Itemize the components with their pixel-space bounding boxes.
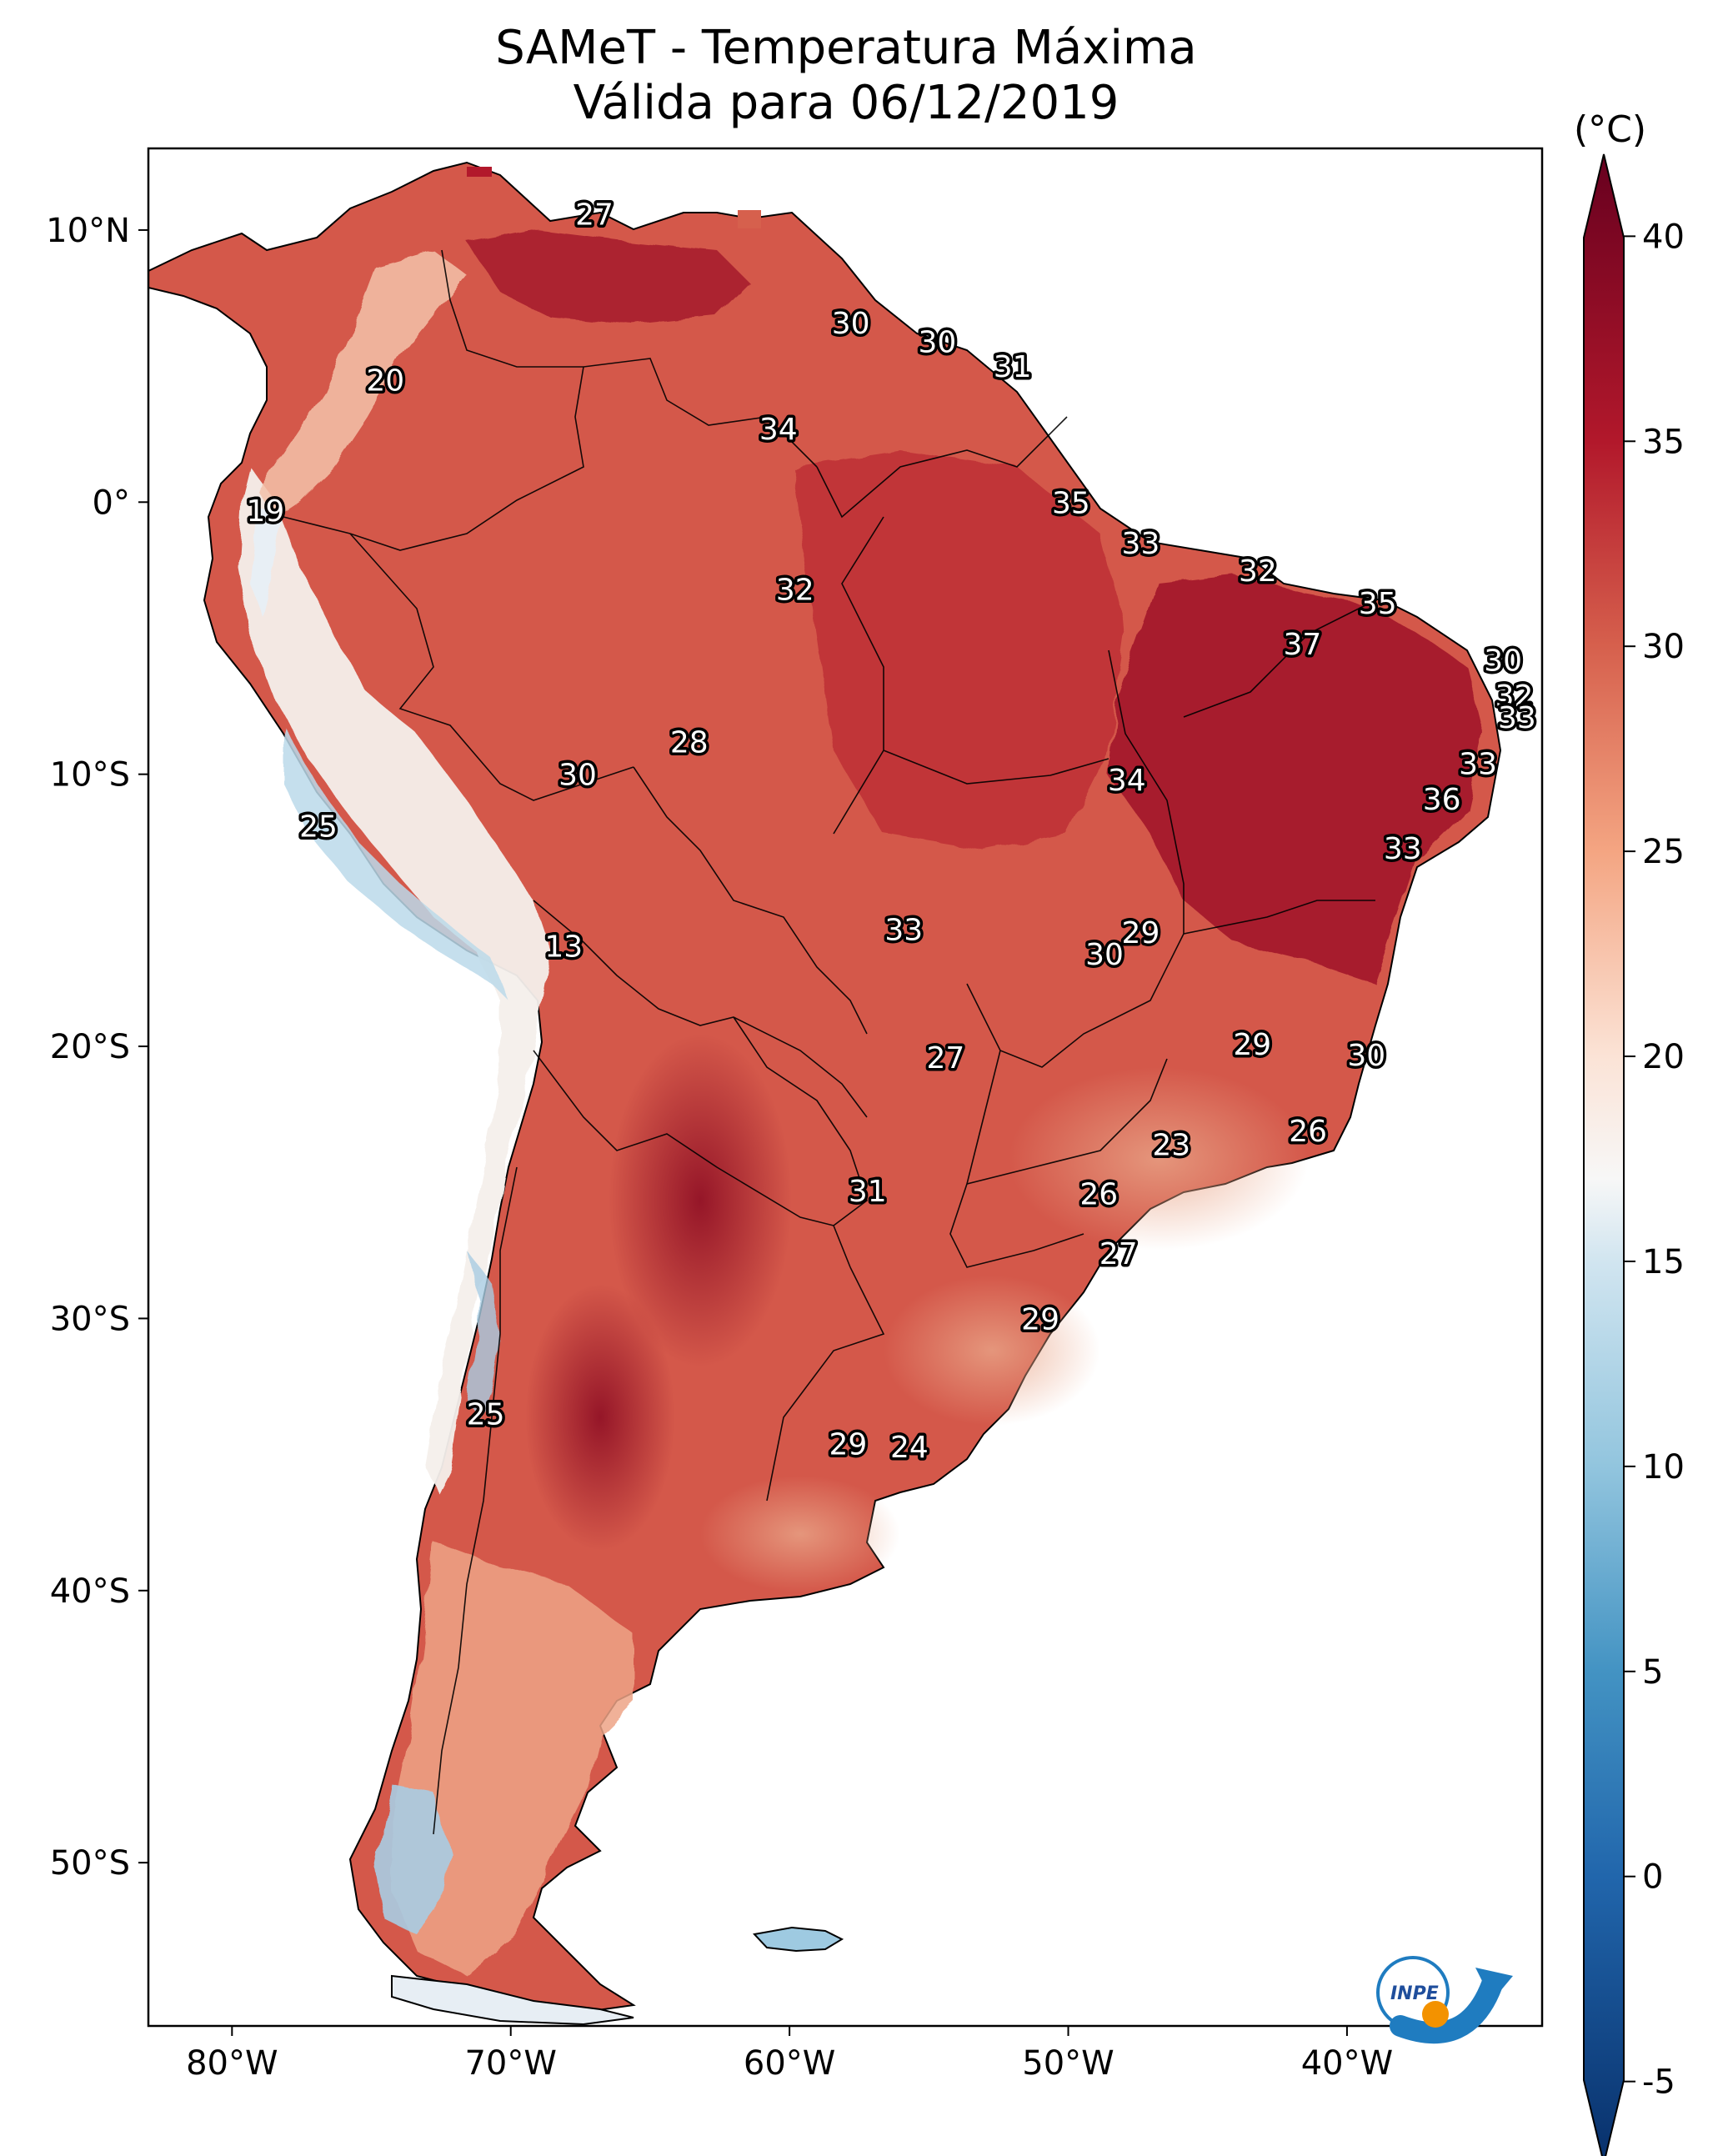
lat-tick-label: 10°S bbox=[50, 756, 130, 795]
temperature-label: 28 bbox=[670, 726, 709, 760]
temperature-label: 27 bbox=[575, 198, 614, 232]
temperature-label: 33 bbox=[1122, 527, 1160, 561]
hot-region-chaco bbox=[609, 1034, 792, 1367]
temperature-label: 30 bbox=[1347, 1039, 1385, 1073]
cool-region-patagonia bbox=[392, 1542, 634, 1976]
temperature-label: 32 bbox=[1495, 679, 1534, 714]
temperature-label: 35 bbox=[1052, 486, 1090, 520]
temperature-label: 23 bbox=[1152, 1129, 1190, 1163]
cool-region-south bbox=[884, 1276, 1100, 1426]
colorbar-tick-label: 15 bbox=[1642, 1243, 1685, 1281]
colorbar-ticks: -5 0 5 10 15 20 25 30 35 40 bbox=[1624, 218, 1685, 2102]
temperature-label: 30 bbox=[1484, 644, 1522, 679]
temperature-label: 35 bbox=[1359, 587, 1397, 621]
lat-tick-label: 30°S bbox=[50, 1300, 130, 1338]
lon-tick-label: 60°W bbox=[744, 2044, 835, 2083]
temperature-label: 33 bbox=[1459, 748, 1497, 782]
tierra-del-fuego bbox=[391, 1974, 634, 2026]
inpe-logo-text: INPE bbox=[1390, 1983, 1439, 2004]
temperature-label: 34 bbox=[1108, 764, 1146, 798]
lat-tick-label: 10°N bbox=[46, 212, 130, 250]
hot-region-northeast bbox=[1109, 575, 1484, 984]
map-area bbox=[148, 161, 1502, 2026]
temperature-label: 30 bbox=[1085, 938, 1124, 972]
colorbar-tick-label: 35 bbox=[1642, 423, 1685, 461]
colorbar-tick-label: 25 bbox=[1642, 833, 1685, 871]
temperature-label: 37 bbox=[1284, 628, 1322, 662]
trinidad bbox=[738, 210, 761, 228]
colombia-andes-cool bbox=[258, 250, 467, 517]
temperature-label: 32 bbox=[776, 574, 814, 608]
temperature-label: 33 bbox=[1384, 832, 1422, 866]
patagonia-ice bbox=[375, 1784, 450, 1934]
lon-tick-label: 40°W bbox=[1301, 2044, 1393, 2083]
temperature-label: 27 bbox=[1099, 1237, 1138, 1271]
falkland-islands bbox=[753, 1926, 844, 1953]
map-frame bbox=[147, 147, 1544, 2028]
lat-tick-label: 0° bbox=[93, 484, 130, 522]
colorbar-tick-label: 0 bbox=[1642, 1858, 1663, 1897]
map-title: SAMeT - Temperatura Máxima bbox=[495, 21, 1197, 75]
latitude-ticks: 10°N 0° 10°S 20°S 30°S 40°S 50°S bbox=[46, 212, 148, 1883]
temperature-label: 29 bbox=[1021, 1302, 1059, 1336]
colorbar-tick-label: 30 bbox=[1642, 628, 1685, 666]
map-subtitle: Válida para 06/12/2019 bbox=[573, 76, 1119, 130]
colorbar: -5 0 5 10 15 20 25 30 35 40 bbox=[1583, 153, 1685, 2156]
temperature-label: 29 bbox=[829, 1428, 867, 1462]
temperature-label: 31 bbox=[994, 350, 1032, 384]
lat-tick-label: 50°S bbox=[50, 1844, 130, 1883]
country-borders bbox=[283, 249, 1376, 1835]
temperature-label: 25 bbox=[299, 810, 338, 845]
andes-blue-south bbox=[467, 1251, 500, 1417]
temperature-label: 30 bbox=[918, 326, 956, 360]
colorbar-tick-label: 5 bbox=[1642, 1653, 1663, 1692]
lon-tick-label: 80°W bbox=[186, 2044, 278, 2083]
temperature-label: 25 bbox=[467, 1398, 505, 1432]
temperature-label: 27 bbox=[926, 1041, 964, 1075]
colorbar-tick-label: 40 bbox=[1642, 218, 1685, 256]
temperature-label: 26 bbox=[1289, 1115, 1327, 1149]
andes-blue-core bbox=[283, 725, 508, 1000]
temperature-label: 19 bbox=[247, 494, 285, 529]
andes-cold-strip bbox=[238, 467, 550, 1492]
temperature-label: 30 bbox=[832, 307, 870, 341]
colorbar-tick-label: 20 bbox=[1642, 1038, 1685, 1076]
caribbean-islets bbox=[467, 167, 492, 177]
temperature-label: 33 bbox=[884, 914, 923, 948]
temperature-label: 29 bbox=[1233, 1028, 1271, 1062]
temperature-label: 24 bbox=[890, 1431, 929, 1465]
temperature-label: 30 bbox=[558, 759, 597, 793]
colorbar-tick-label: -5 bbox=[1642, 2063, 1675, 2102]
temperature-label: 20 bbox=[366, 364, 404, 398]
lon-tick-label: 70°W bbox=[464, 2044, 556, 2083]
inpe-logo: INPE bbox=[1376, 1956, 1513, 2044]
longitude-ticks: 80°W 70°W 60°W 50°W 40°W bbox=[186, 2026, 1393, 2083]
temperature-label: 33 bbox=[1498, 701, 1536, 735]
temperature-label: 36 bbox=[1423, 783, 1461, 817]
lat-tick-label: 20°S bbox=[50, 1028, 130, 1066]
ecuador-cold bbox=[250, 509, 283, 617]
hot-region-amazon bbox=[792, 450, 1125, 850]
cool-region-pampas bbox=[700, 1476, 900, 1592]
cool-region-southeast bbox=[1009, 1067, 1309, 1251]
temperature-label: 34 bbox=[759, 413, 798, 447]
temperature-label: 29 bbox=[1122, 916, 1160, 950]
hot-region-venezuela bbox=[467, 229, 750, 325]
lat-tick-label: 40°S bbox=[50, 1572, 130, 1611]
temperature-label: 32 bbox=[1239, 554, 1277, 589]
lon-tick-label: 50°W bbox=[1022, 2044, 1114, 2083]
colorbar-body bbox=[1583, 153, 1625, 2156]
colorbar-tick-label: 10 bbox=[1642, 1448, 1685, 1487]
colorbar-unit-label: (°C) bbox=[1574, 108, 1646, 151]
temperature-label: 26 bbox=[1079, 1177, 1118, 1211]
hot-region-argentina bbox=[525, 1284, 675, 1551]
temperature-label: 13 bbox=[544, 930, 583, 964]
temperature-label: 31 bbox=[849, 1175, 887, 1209]
